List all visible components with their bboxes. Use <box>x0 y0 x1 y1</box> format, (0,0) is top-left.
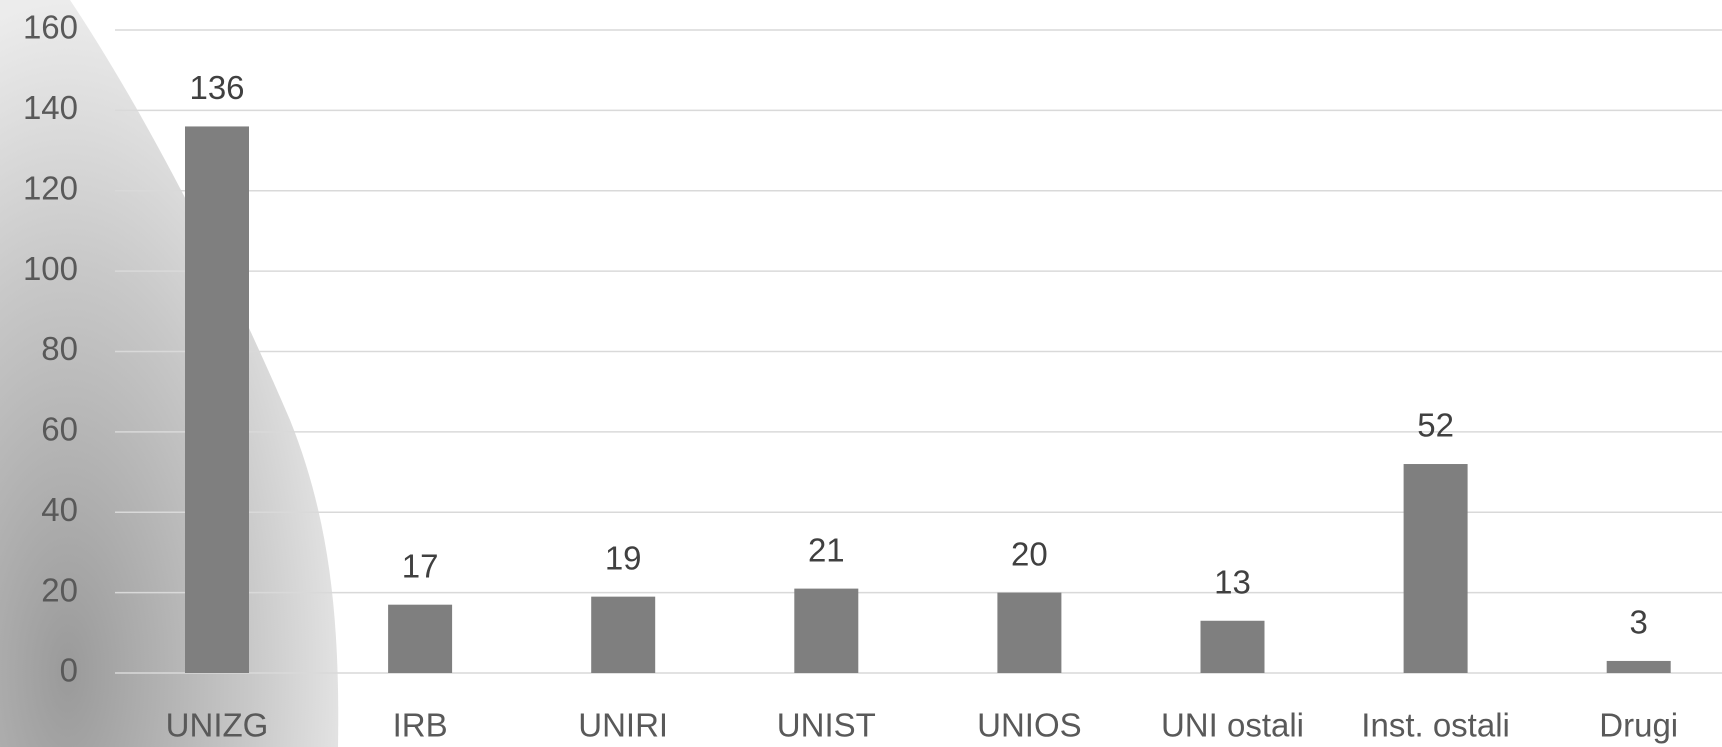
x-tick-label: UNIST <box>777 707 876 744</box>
x-tick-label: Inst. ostali <box>1361 707 1510 744</box>
y-tick-label: 160 <box>23 9 78 46</box>
data-label: 17 <box>402 547 439 584</box>
y-tick-label: 140 <box>23 89 78 126</box>
y-tick-label: 120 <box>23 169 78 206</box>
x-tick-label: IRB <box>393 707 448 744</box>
data-label: 19 <box>605 539 642 576</box>
data-label: 52 <box>1417 407 1454 444</box>
y-tick-label: 40 <box>41 491 78 528</box>
data-label: 21 <box>808 531 845 568</box>
bar <box>591 596 656 673</box>
bar <box>1606 660 1671 673</box>
bar <box>1403 464 1468 673</box>
y-tick-label: 20 <box>41 571 78 608</box>
x-tick-label: UNIRI <box>578 707 668 744</box>
bar <box>1200 620 1265 673</box>
x-tick-label: UNIOS <box>977 707 1082 744</box>
data-label: 136 <box>189 69 244 106</box>
bar <box>388 604 453 673</box>
y-tick-label: 0 <box>60 652 78 689</box>
y-tick-label: 100 <box>23 250 78 287</box>
x-tick-label: Drugi <box>1599 707 1678 744</box>
data-label: 13 <box>1214 563 1251 600</box>
y-tick-label: 60 <box>41 411 78 448</box>
data-label: 20 <box>1011 535 1048 572</box>
y-tick-label: 80 <box>41 330 78 367</box>
x-tick-label: UNI ostali <box>1161 707 1304 744</box>
data-label: 3 <box>1630 604 1648 641</box>
bar <box>997 592 1062 673</box>
bar <box>794 588 859 673</box>
bar <box>185 126 249 673</box>
x-tick-label: UNIZG <box>166 707 269 744</box>
background-shape <box>0 0 339 747</box>
